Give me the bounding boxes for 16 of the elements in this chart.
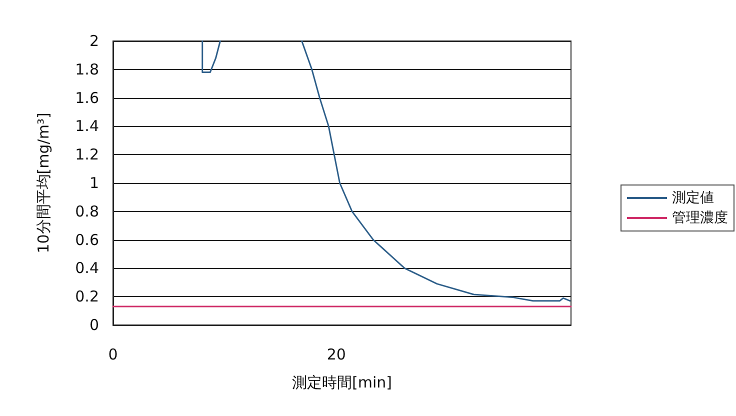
y-tick-label: 1.6	[75, 88, 99, 107]
y-tick-label: 0.4	[75, 259, 99, 278]
y-tick-label: 1.2	[75, 146, 99, 164]
y-tick-label: 0	[89, 316, 99, 334]
y-tick-label: 1.4	[75, 117, 99, 136]
legend-label: 測定値	[672, 190, 714, 206]
y-tick-label: 1	[89, 174, 99, 192]
x-tick-label: 20	[326, 346, 346, 364]
y-tick-label: 1.8	[75, 60, 99, 78]
y-tick-label: 0.2	[75, 288, 99, 306]
y-tick-label: 0.8	[75, 202, 99, 220]
x-axis-title: 測定時間[min]	[292, 374, 392, 392]
y-axis-title: 10分間平均[mg/m³]	[34, 112, 52, 254]
y-tick-label: 2	[89, 32, 99, 50]
legend-label: 管理濃度	[672, 210, 728, 226]
y-tick-label: 0.6	[75, 230, 99, 249]
